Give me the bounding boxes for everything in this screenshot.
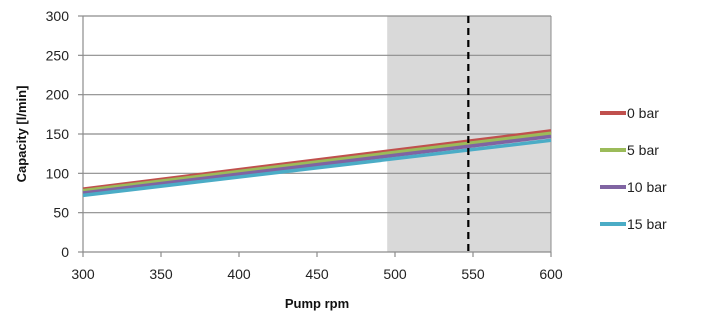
legend-label: 15 bar bbox=[627, 216, 667, 232]
y-tick-label: 0 bbox=[61, 244, 69, 260]
x-tick-label: 300 bbox=[71, 266, 95, 282]
x-tick-label: 550 bbox=[461, 266, 485, 282]
y-tick-label: 100 bbox=[46, 165, 70, 181]
x-axis-title: Pump rpm bbox=[285, 296, 349, 311]
y-tick-label: 200 bbox=[46, 87, 70, 103]
legend: 0 bar 5 bar 10 bar 15 bar bbox=[600, 105, 667, 232]
y-tick-labels: 0 50 100 150 200 250 300 bbox=[46, 8, 83, 260]
x-tick-label: 450 bbox=[305, 266, 329, 282]
x-tick-label: 400 bbox=[227, 266, 251, 282]
y-tick-label: 300 bbox=[46, 8, 70, 24]
series-line-5-bar bbox=[82, 131, 552, 193]
series-line-15-bar bbox=[82, 138, 552, 198]
legend-label: 5 bar bbox=[627, 142, 659, 158]
series-line-10-bar bbox=[82, 134, 552, 195]
x-tick-label: 600 bbox=[539, 266, 563, 282]
series-lines bbox=[82, 129, 552, 198]
y-axis-title: Capacity [l/min] bbox=[14, 86, 29, 183]
gridlines bbox=[83, 15, 551, 214]
legend-label: 0 bar bbox=[627, 105, 659, 121]
y-tick-label: 250 bbox=[46, 47, 70, 63]
x-tick-labels: 300 350 400 450 500 550 600 bbox=[71, 252, 563, 282]
y-tick-label: 50 bbox=[53, 205, 69, 221]
x-tick-label: 350 bbox=[149, 266, 173, 282]
legend-label: 10 bar bbox=[627, 179, 667, 195]
x-tick-label: 500 bbox=[383, 266, 407, 282]
y-tick-label: 150 bbox=[46, 126, 70, 142]
